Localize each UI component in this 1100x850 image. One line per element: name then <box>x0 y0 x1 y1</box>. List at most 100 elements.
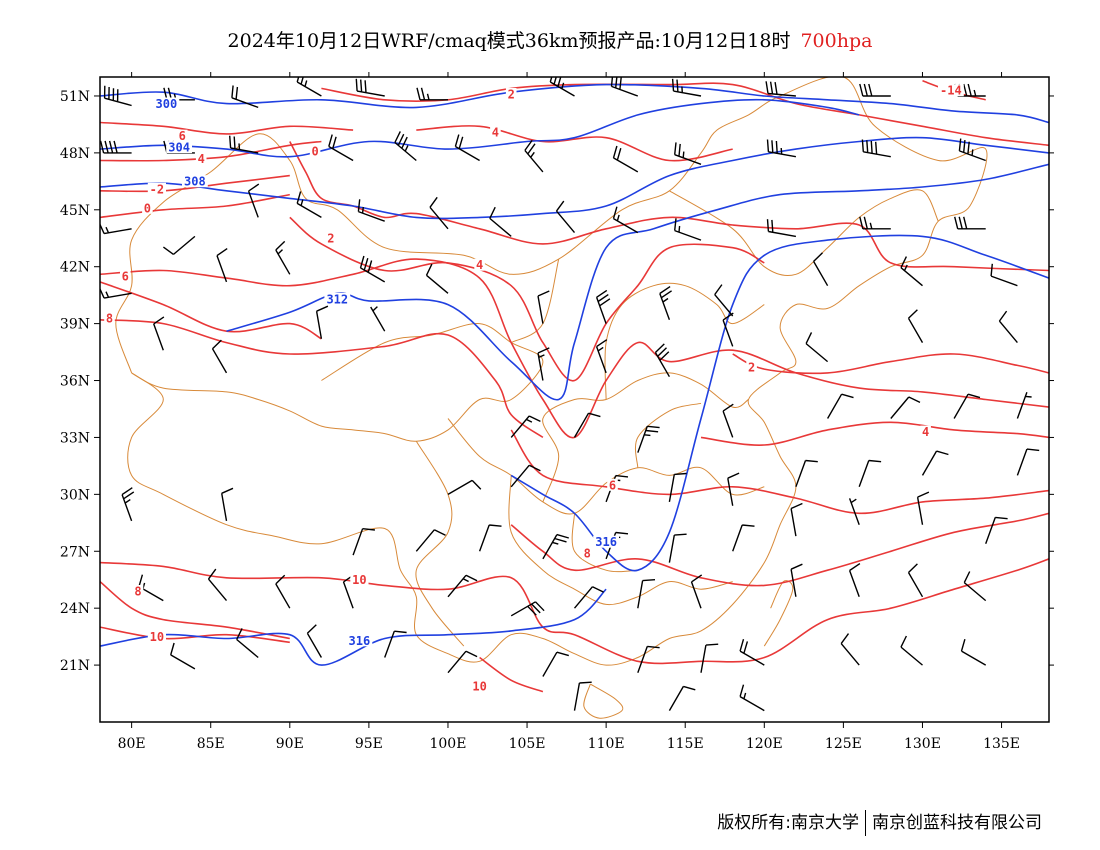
wind-barb <box>921 450 949 476</box>
y-tick-label: 36N <box>60 374 90 390</box>
border-line <box>763 580 794 647</box>
wind-barb <box>953 393 981 419</box>
wind-barb <box>211 339 228 374</box>
temperature-contour-label-bg <box>581 547 593 560</box>
wind-barb <box>510 415 541 438</box>
y-tick-label: 39N <box>60 317 90 333</box>
wind-barb <box>890 396 921 419</box>
temperature-contour-line <box>100 140 322 162</box>
wind-barb <box>963 571 987 602</box>
wind-barb <box>537 347 550 381</box>
temperature-contour-label: 0 <box>311 144 318 158</box>
plot-frame <box>99 76 1050 723</box>
wind-barb <box>573 412 601 438</box>
contour-labels: 24640-20246868108102410-1430030430831231… <box>104 84 964 693</box>
wind-barb <box>524 139 544 173</box>
x-tick-label: 85E <box>197 736 225 752</box>
wind-barb <box>795 459 818 488</box>
temperature-contour-label-bg <box>120 270 131 283</box>
wind-barb <box>766 139 797 158</box>
x-tick-label: 90E <box>276 736 304 752</box>
wind-barb <box>121 487 135 522</box>
wind-barb <box>790 563 803 597</box>
plot-area: 24640-20246868108102410-1430030430831231… <box>100 77 1049 719</box>
border-line <box>508 475 733 606</box>
x-tick-label: 100E <box>429 736 466 752</box>
temperature-contour-line <box>100 580 290 640</box>
temperature-contour-label: 10 <box>472 679 486 693</box>
pressure-level: 700hpa <box>800 30 873 52</box>
wind-barb <box>100 222 132 235</box>
temperature-contour-label-bg <box>746 361 757 374</box>
wind-barb <box>315 305 329 339</box>
height-contour-line <box>100 136 1049 220</box>
wind-barb <box>671 78 702 97</box>
temperature-contour-label: 4 <box>492 125 499 139</box>
wind-barb <box>690 574 703 609</box>
wind-barb <box>275 240 291 275</box>
temperature-contour-label: 8 <box>106 311 113 325</box>
temperature-contour-line <box>100 281 322 340</box>
wind-barb <box>612 206 639 234</box>
wind-barb <box>359 255 386 283</box>
temperature-contour-line <box>100 626 290 644</box>
y-tick-label: 24N <box>60 601 90 617</box>
province-borders <box>115 77 988 719</box>
temperature-contour-label: 0 <box>144 201 151 215</box>
temperature-contour-label-bg <box>474 258 485 271</box>
border-line <box>447 418 765 515</box>
x-tick-label: 135E <box>983 736 1020 752</box>
height-contour-label-bg <box>166 141 192 154</box>
temperature-contour-label: 4 <box>198 152 205 166</box>
x-tick-label: 125E <box>825 736 862 752</box>
wind-barb <box>103 85 132 107</box>
height-contour-line <box>100 83 1049 124</box>
x-tick-label: 95E <box>355 736 383 752</box>
height-contour-label: 312 <box>326 292 348 306</box>
wind-barb <box>668 533 687 563</box>
height-contour-label-bg <box>153 97 180 110</box>
wind-barb <box>416 87 448 101</box>
temperature-contour-label: 10 <box>150 630 164 644</box>
wind-barb <box>848 563 861 598</box>
temperature-contour-label-bg <box>309 144 321 157</box>
y-axis-ticks: 21N 24N 27N 30N 33N 36N 39N 42N 45N 48N 51N <box>60 89 1054 674</box>
height-contour-label: 304 <box>168 141 190 155</box>
temperature-contours <box>100 80 1049 693</box>
wind-barb <box>848 498 860 525</box>
border-line <box>510 258 560 344</box>
wind-barb <box>858 459 882 488</box>
border-line <box>571 513 638 573</box>
temperature-contour-label-bg <box>104 311 115 324</box>
temperature-contour-label-bg <box>195 152 207 165</box>
height-contour-label: 316 <box>595 535 617 549</box>
temperature-contour-label: 6 <box>609 478 616 492</box>
wind-barb <box>510 464 541 488</box>
wind-barb <box>425 263 449 294</box>
temperature-contour-label-bg <box>470 679 489 692</box>
wind-barb <box>610 77 639 97</box>
border-line <box>583 683 624 719</box>
wind-barb <box>859 83 891 97</box>
wind-barb <box>231 85 259 109</box>
y-tick-label: 21N <box>60 658 90 674</box>
wind-barb <box>394 131 417 162</box>
wind-barb <box>765 81 796 97</box>
height-contour-line <box>100 98 860 158</box>
border-line <box>415 440 465 647</box>
wind-barb <box>985 516 1008 544</box>
wind-barb <box>478 524 502 552</box>
wind-barb <box>352 528 375 556</box>
temperature-contour-label: 6 <box>122 270 129 284</box>
wind-barb <box>549 77 575 97</box>
wind-barb <box>153 316 165 351</box>
border-line <box>131 323 544 442</box>
wind-barb <box>355 78 385 97</box>
temperature-contour-line <box>510 512 1049 587</box>
temperature-contour-line <box>732 353 1049 375</box>
temperature-contour-label-bg <box>350 573 369 586</box>
wind-barb <box>328 134 354 162</box>
wind-barb <box>573 586 604 609</box>
temperature-contour-label-bg <box>176 129 188 142</box>
temperature-contour-label-bg <box>132 585 144 597</box>
